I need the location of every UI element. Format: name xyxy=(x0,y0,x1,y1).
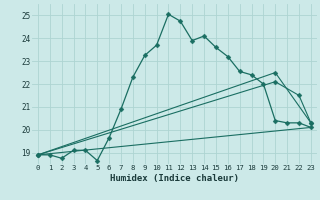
X-axis label: Humidex (Indice chaleur): Humidex (Indice chaleur) xyxy=(110,174,239,183)
